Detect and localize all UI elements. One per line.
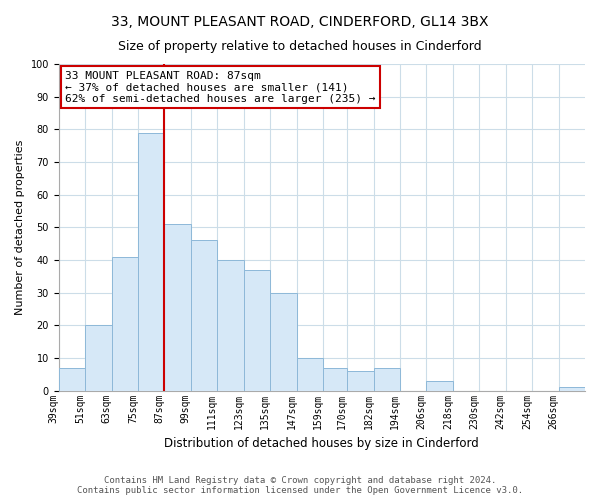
Bar (164, 224, 191, 390)
Bar (59, 368, 85, 390)
Text: 33 MOUNT PLEASANT ROAD: 87sqm
← 37% of detached houses are smaller (141)
62% of : 33 MOUNT PLEASANT ROAD: 87sqm ← 37% of d… (65, 70, 376, 104)
Bar (191, 240, 217, 390)
Bar (270, 292, 296, 390)
Bar (559, 388, 585, 390)
Text: Contains HM Land Registry data © Crown copyright and database right 2024.
Contai: Contains HM Land Registry data © Crown c… (77, 476, 523, 495)
Bar (85, 326, 112, 390)
Bar (244, 270, 270, 390)
X-axis label: Distribution of detached houses by size in Cinderford: Distribution of detached houses by size … (164, 437, 479, 450)
Bar (296, 358, 323, 390)
Text: 33, MOUNT PLEASANT ROAD, CINDERFORD, GL14 3BX: 33, MOUNT PLEASANT ROAD, CINDERFORD, GL1… (111, 15, 489, 29)
Bar (427, 381, 453, 390)
Text: Size of property relative to detached houses in Cinderford: Size of property relative to detached ho… (118, 40, 482, 53)
Bar (112, 256, 138, 390)
Bar (347, 371, 374, 390)
Bar (217, 260, 244, 390)
Bar (374, 368, 400, 390)
Bar (138, 132, 164, 390)
Bar (323, 368, 347, 390)
Y-axis label: Number of detached properties: Number of detached properties (15, 140, 25, 315)
